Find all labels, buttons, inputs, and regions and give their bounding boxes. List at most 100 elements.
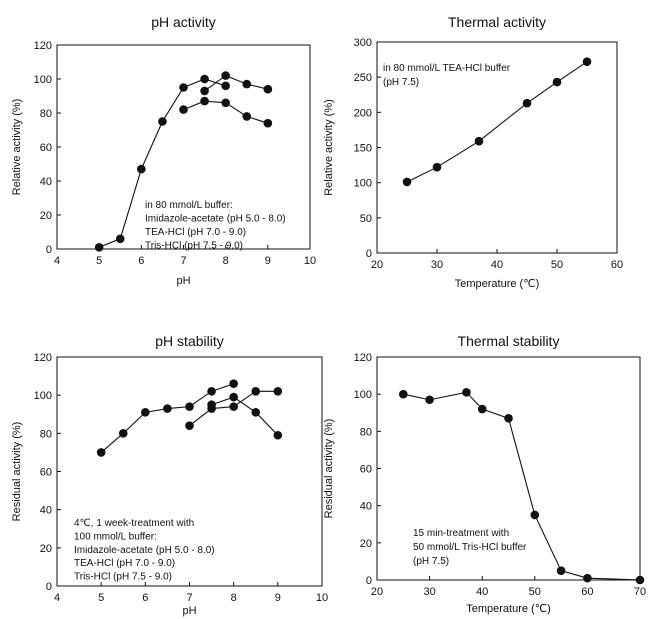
data-point — [207, 400, 216, 410]
data-point — [474, 136, 484, 146]
annotation-line: Imidazole-acetate (pH 5.0 - 8.0) — [74, 545, 215, 556]
x-tick-label: 20 — [371, 259, 383, 271]
data-point — [185, 421, 194, 431]
y-tick-label: 300 — [354, 37, 372, 49]
data-point — [179, 83, 188, 92]
y-tick-label: 60 — [40, 467, 52, 479]
x-axis-label: pH — [182, 605, 196, 617]
series-line-3 — [211, 396, 279, 436]
x-axis-label: pH — [176, 275, 190, 287]
x-tick-label: 40 — [476, 586, 488, 598]
x-tick-label: 7 — [186, 592, 192, 604]
y-tick-label: 20 — [40, 210, 52, 222]
annotation-line: 100 mmol/L buffer: — [74, 531, 157, 542]
x-tick-label: 6 — [138, 255, 144, 267]
y-axis-label: Relative activity (%) — [11, 99, 23, 196]
annotation-line: 4℃, 1 week-treatment with — [74, 518, 194, 529]
data-point — [477, 404, 487, 414]
data-point — [221, 98, 230, 108]
y-tick-label: 150 — [354, 143, 372, 155]
data-point — [556, 566, 566, 576]
x-axis-label: Temperature (℃) — [455, 278, 540, 290]
data-point — [402, 177, 412, 187]
annotation-line: (pH 7.5) — [413, 556, 449, 567]
data-point — [200, 74, 209, 84]
data-point — [504, 414, 513, 423]
data-point — [94, 243, 104, 252]
y-axis-label: Residual activity (%) — [11, 422, 23, 522]
data-point — [582, 57, 592, 66]
x-tick-label: 10 — [304, 255, 316, 267]
y-tick-label: 0 — [366, 575, 372, 587]
data-point — [583, 573, 592, 583]
data-point — [200, 96, 209, 106]
y-tick-label: 200 — [354, 107, 372, 119]
x-tick-label: 60 — [611, 259, 623, 271]
data-point — [635, 575, 645, 585]
y-tick-label: 60 — [40, 142, 52, 154]
y-tick-label: 100 — [34, 74, 52, 86]
data-point — [522, 98, 532, 108]
series-line-3 — [204, 74, 268, 92]
data-point — [229, 402, 238, 411]
data-point — [137, 164, 146, 174]
data-point — [530, 510, 540, 520]
y-tick-label: 50 — [360, 213, 372, 225]
x-tick-label: 9 — [265, 255, 271, 267]
annotation-line: TEA-HCl (pH 7.0 - 9.0) — [74, 558, 175, 569]
x-tick-label: 70 — [634, 586, 646, 598]
x-tick-label: 30 — [431, 259, 443, 271]
y-tick-label: 120 — [34, 352, 52, 364]
data-point — [185, 402, 194, 411]
x-tick-label: 8 — [231, 592, 237, 604]
data-point — [115, 234, 125, 244]
annotation-line: 50 mmol/L Tris-HCl buffer — [413, 542, 527, 553]
data-point — [221, 71, 230, 80]
y-tick-label: 20 — [360, 538, 372, 550]
y-axis-label: Relative activity (%) — [323, 99, 335, 196]
chart-title: pH activity — [151, 14, 216, 30]
chart-title: Thermal activity — [448, 14, 546, 30]
y-tick-label: 40 — [40, 505, 52, 517]
data-point — [462, 388, 471, 397]
y-tick-label: 0 — [46, 581, 52, 593]
y-tick-label: 0 — [46, 244, 52, 256]
data-point — [229, 379, 238, 389]
annotation-line: in 80 mmol/L buffer: — [145, 200, 233, 211]
y-tick-label: 100 — [354, 389, 372, 401]
data-point — [432, 162, 442, 172]
data-point — [552, 77, 562, 87]
data-point — [251, 387, 261, 396]
y-tick-label: 100 — [354, 178, 372, 190]
annotation-line: 15 min-treatment with — [413, 528, 509, 539]
data-point — [273, 430, 283, 440]
y-tick-label: 80 — [40, 428, 52, 440]
data-point — [263, 84, 273, 94]
annotation-line: Tris-HCl (pH 7.5 - 9.0) — [74, 572, 172, 583]
data-point — [158, 117, 167, 126]
x-axis-label: Temperature (℃) — [466, 603, 551, 615]
chart-panel-2: Thermal activity 20 30 40 50 60 0 50 100 150 200 25… — [323, 14, 623, 290]
x-tick-label: 10 — [316, 592, 328, 604]
data-point — [399, 389, 408, 399]
data-point — [221, 81, 230, 91]
x-tick-label: 6 — [142, 592, 148, 604]
data-point — [96, 448, 106, 457]
data-point — [242, 112, 252, 121]
x-tick-label: 5 — [98, 592, 104, 604]
y-tick-label: 80 — [360, 426, 372, 438]
data-point — [179, 105, 188, 114]
data-point — [229, 392, 238, 402]
y-tick-label: 40 — [40, 176, 52, 188]
x-tick-label: 5 — [96, 255, 102, 267]
y-tick-label: 80 — [40, 108, 52, 120]
data-point — [242, 79, 252, 89]
x-tick-label: 20 — [371, 586, 383, 598]
series-line-1 — [406, 61, 588, 183]
y-tick-label: 100 — [34, 390, 52, 402]
x-tick-label: 60 — [581, 586, 593, 598]
data-point — [200, 86, 209, 96]
